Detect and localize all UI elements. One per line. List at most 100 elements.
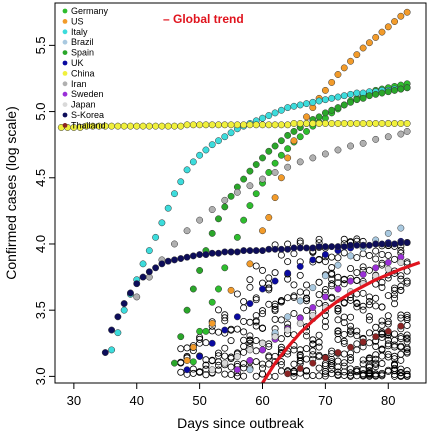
data-point xyxy=(227,192,235,200)
data-point xyxy=(252,121,260,129)
y-tick-label: 4.5 xyxy=(33,169,48,187)
data-point xyxy=(202,251,210,259)
data-point xyxy=(296,297,304,305)
legend-label: S-Korea xyxy=(71,110,104,120)
data-point xyxy=(139,273,147,281)
data-point xyxy=(208,339,216,347)
other-country-point xyxy=(378,360,386,368)
other-country-point xyxy=(359,302,367,310)
other-country-point xyxy=(284,258,292,266)
data-point xyxy=(277,151,285,159)
data-point xyxy=(158,260,166,268)
other-country-point xyxy=(347,356,355,364)
other-country-point xyxy=(334,357,342,365)
legend: GermanyUSItalyBrazilSpainUKChinaIranSwed… xyxy=(62,6,109,130)
x-tick-label: 40 xyxy=(130,393,144,408)
data-point xyxy=(208,206,216,214)
other-country-point xyxy=(378,261,386,269)
data-point xyxy=(309,244,317,252)
other-country-point xyxy=(321,317,329,325)
data-point xyxy=(284,121,292,129)
data-point xyxy=(315,113,323,121)
data-point xyxy=(196,267,204,274)
data-point xyxy=(290,127,298,135)
other-country-point xyxy=(372,247,380,255)
other-country-point xyxy=(196,335,204,343)
other-country-point xyxy=(303,294,311,302)
data-point xyxy=(145,122,153,130)
y-tick-label: 4.0 xyxy=(33,235,48,253)
other-country-point xyxy=(202,371,210,379)
other-country-point xyxy=(359,289,367,297)
other-country-point xyxy=(391,290,399,298)
data-point xyxy=(328,94,336,102)
other-country-point xyxy=(252,372,260,380)
series-italy xyxy=(108,84,411,354)
data-point xyxy=(177,333,185,341)
other-country-point xyxy=(391,255,399,263)
other-country-point xyxy=(221,314,229,322)
other-country-point xyxy=(303,332,311,340)
other-country-point xyxy=(391,330,399,338)
other-country-point xyxy=(271,305,279,313)
data-point xyxy=(340,101,348,109)
other-country-point xyxy=(252,317,260,325)
other-country-point xyxy=(384,312,392,320)
legend-label: Thailand xyxy=(71,120,106,130)
data-point xyxy=(271,194,279,202)
data-point xyxy=(246,182,254,190)
data-point xyxy=(309,312,317,319)
data-point xyxy=(397,120,405,127)
data-point xyxy=(246,346,254,354)
legend-item: Italy xyxy=(62,27,88,37)
data-point xyxy=(284,104,292,112)
other-country-point xyxy=(403,349,411,357)
legend-marker xyxy=(62,123,68,128)
other-country-point xyxy=(315,291,323,299)
other-country-point xyxy=(365,316,373,324)
data-point xyxy=(221,203,229,211)
legend-item: US xyxy=(62,16,84,26)
data-point xyxy=(252,161,260,168)
other-country-point xyxy=(340,337,348,345)
data-point xyxy=(340,243,348,251)
data-point xyxy=(259,227,266,235)
data-point xyxy=(296,120,304,127)
y-tick-label: 5.5 xyxy=(33,36,48,54)
data-point xyxy=(290,102,298,110)
data-point xyxy=(215,215,222,223)
data-point xyxy=(196,216,204,224)
other-country-point xyxy=(372,294,380,302)
other-country-point xyxy=(252,294,260,302)
other-country-point xyxy=(403,367,411,375)
data-point xyxy=(384,229,392,237)
data-point xyxy=(365,241,373,249)
other-country-point xyxy=(252,296,260,304)
other-country-point xyxy=(277,296,285,304)
data-point xyxy=(208,121,216,129)
data-point xyxy=(158,219,166,227)
data-point xyxy=(221,359,229,367)
other-country-point xyxy=(353,332,361,340)
other-country-point xyxy=(296,271,304,279)
data-point xyxy=(397,259,405,266)
data-point xyxy=(221,248,229,256)
other-country-point xyxy=(252,322,260,330)
data-point xyxy=(334,93,342,101)
data-point xyxy=(284,131,292,139)
data-point xyxy=(189,158,197,166)
data-point xyxy=(227,121,235,129)
other-country-point xyxy=(271,372,279,380)
other-country-point xyxy=(340,362,348,370)
data-point xyxy=(277,245,285,253)
data-point xyxy=(221,264,229,272)
legend-marker xyxy=(62,112,68,118)
other-country-point xyxy=(246,276,254,284)
data-point xyxy=(277,106,285,114)
data-point xyxy=(196,151,204,159)
other-country-point xyxy=(403,335,411,343)
data-point xyxy=(183,366,191,374)
data-point xyxy=(284,245,292,253)
legend-item: Sweden xyxy=(62,89,104,99)
other-country-point xyxy=(340,319,348,327)
